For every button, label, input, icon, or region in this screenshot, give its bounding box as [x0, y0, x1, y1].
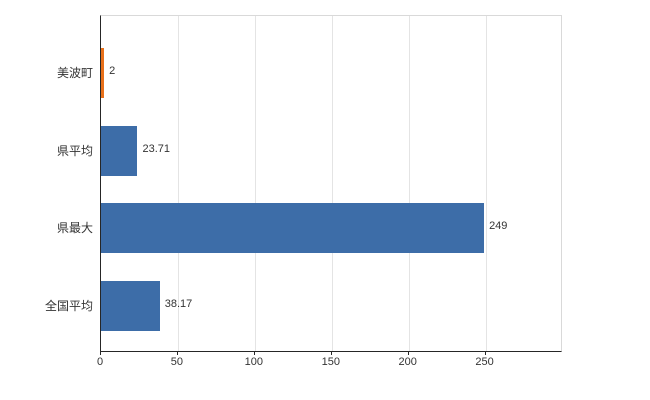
bar-value-label: 249 [489, 220, 508, 233]
x-axis-tick [253, 351, 255, 355]
gridline [331, 16, 333, 351]
x-tick-label: 50 [170, 356, 184, 368]
x-axis-tick [100, 351, 101, 355]
category-label: 県最大 [56, 221, 93, 236]
bar-1 [101, 125, 138, 176]
plot-area [100, 15, 562, 352]
x-tick-label: 250 [475, 356, 494, 368]
x-axis-tick [176, 351, 178, 355]
x-tick-label: 0 [96, 356, 104, 368]
category-label: 全国平均 [44, 299, 93, 314]
category-label: 美波町 [56, 65, 93, 80]
bar-3 [101, 281, 160, 332]
category-label: 県平均 [56, 143, 93, 158]
bar-0 [101, 47, 105, 98]
gridline [177, 16, 179, 351]
bar-value-label: 2 [109, 64, 116, 77]
gridline [485, 16, 487, 351]
bar-2 [101, 203, 485, 254]
x-axis-tick [407, 351, 409, 355]
bar-value-label: 38.17 [164, 298, 193, 311]
x-tick-label: 100 [244, 356, 264, 368]
x-axis-tick [484, 351, 486, 355]
bar-value-label: 23.71 [142, 142, 170, 155]
x-tick-label: 200 [398, 356, 417, 368]
x-tick-label: 150 [321, 356, 340, 368]
x-axis-tick [330, 351, 332, 355]
gridline [254, 16, 256, 351]
gridline [408, 16, 410, 351]
